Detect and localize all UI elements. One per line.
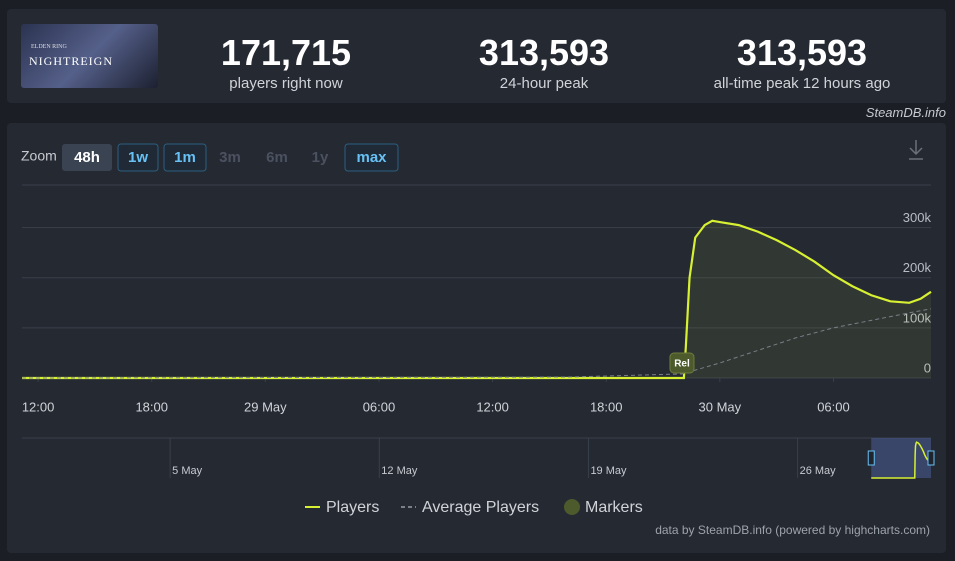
x-tick-label: 18:00 [135,399,168,414]
legend-swatch [564,499,580,515]
zoom-button-label[interactable]: 1m [174,149,196,166]
zoom-button-label[interactable]: 48h [74,149,100,166]
source[interactable]: SteamDB.info [865,105,946,120]
x-tick-label: 12:00 [22,399,55,414]
navigator-handle[interactable] [927,450,935,466]
stat-label: players right now [229,75,343,92]
stat: 313,593 24-hour peak [424,32,664,93]
game-logo[interactable]: ELDEN RING NIGHTREIGN [21,24,158,88]
marker[interactable] [669,352,695,374]
stats-panel: ELDEN RING NIGHTREIGN 171,715 players rig… [7,9,946,103]
stat-value: 313,593 [736,32,868,73]
chart: Zoom 48h 1w 1m 3m 6m 1y max 0 100k 200k 300k 12:00 1… [21,140,935,537]
zoom-button[interactable] [62,144,112,171]
x-tick-label: 06:00 [363,399,396,414]
zoom-button-label[interactable]: 3m [219,149,241,166]
zoom-button-label[interactable]: 1w [128,149,148,166]
zoom-button-label[interactable]: 1y [312,149,329,166]
zoom-button-label[interactable]: max [356,149,387,166]
navigator-handle[interactable] [867,450,875,466]
legend-label[interactable]: Average Players [422,499,539,516]
navigator-selection[interactable] [871,438,931,478]
navigator-label: 12 May [381,465,418,477]
x-tick-label: 06:00 [817,399,850,414]
y-tick-label: 200k [903,260,932,275]
zoom-button[interactable] [163,143,207,172]
x-tick-label: 12:00 [476,399,509,414]
logo-small: ELDEN RING [31,44,67,50]
series-line [21,308,932,379]
logo-text: NIGHTREIGN [29,54,113,68]
legend-label[interactable]: Players [326,499,379,516]
navigator-label: 5 May [172,465,202,477]
zoom-button[interactable] [344,143,399,172]
navigator-label: 19 May [590,465,627,477]
stat-value: 313,593 [478,32,610,73]
stat-value: 171,715 [220,32,352,73]
zoom-button[interactable] [117,143,159,172]
download-icon[interactable] [909,140,923,160]
y-tick-label: 100k [903,310,932,325]
stat: 313,593 all-time peak 12 hours ago [682,32,922,93]
x-tick-label: 30 May [699,399,742,414]
stat: 171,715 players right now [166,32,406,93]
series-line [22,219,932,380]
y-tick-label: 300k [903,210,932,225]
x-tick-label: 18:00 [590,399,623,414]
stat-label: all-time peak 12 hours ago [713,75,891,92]
players-area [22,220,931,378]
chart-panel: Zoom 48h 1w 1m 3m 6m 1y max 0 100k 200k 300k 12:00 1… [7,123,946,553]
marker-label[interactable]: Rel [674,359,690,370]
zoom-button-label[interactable]: 6m [266,149,288,166]
zoom-label: Zoom [21,148,57,164]
y-tick-label: 0 [924,360,931,375]
x-tick-label: 29 May [244,399,287,414]
stat-label: 24-hour peak [499,75,589,92]
legend-label[interactable]: Markers [585,499,643,516]
credit[interactable]: data by SteamDB.info (powered by highcha… [655,523,930,537]
navigator-label: 26 May [800,465,837,477]
